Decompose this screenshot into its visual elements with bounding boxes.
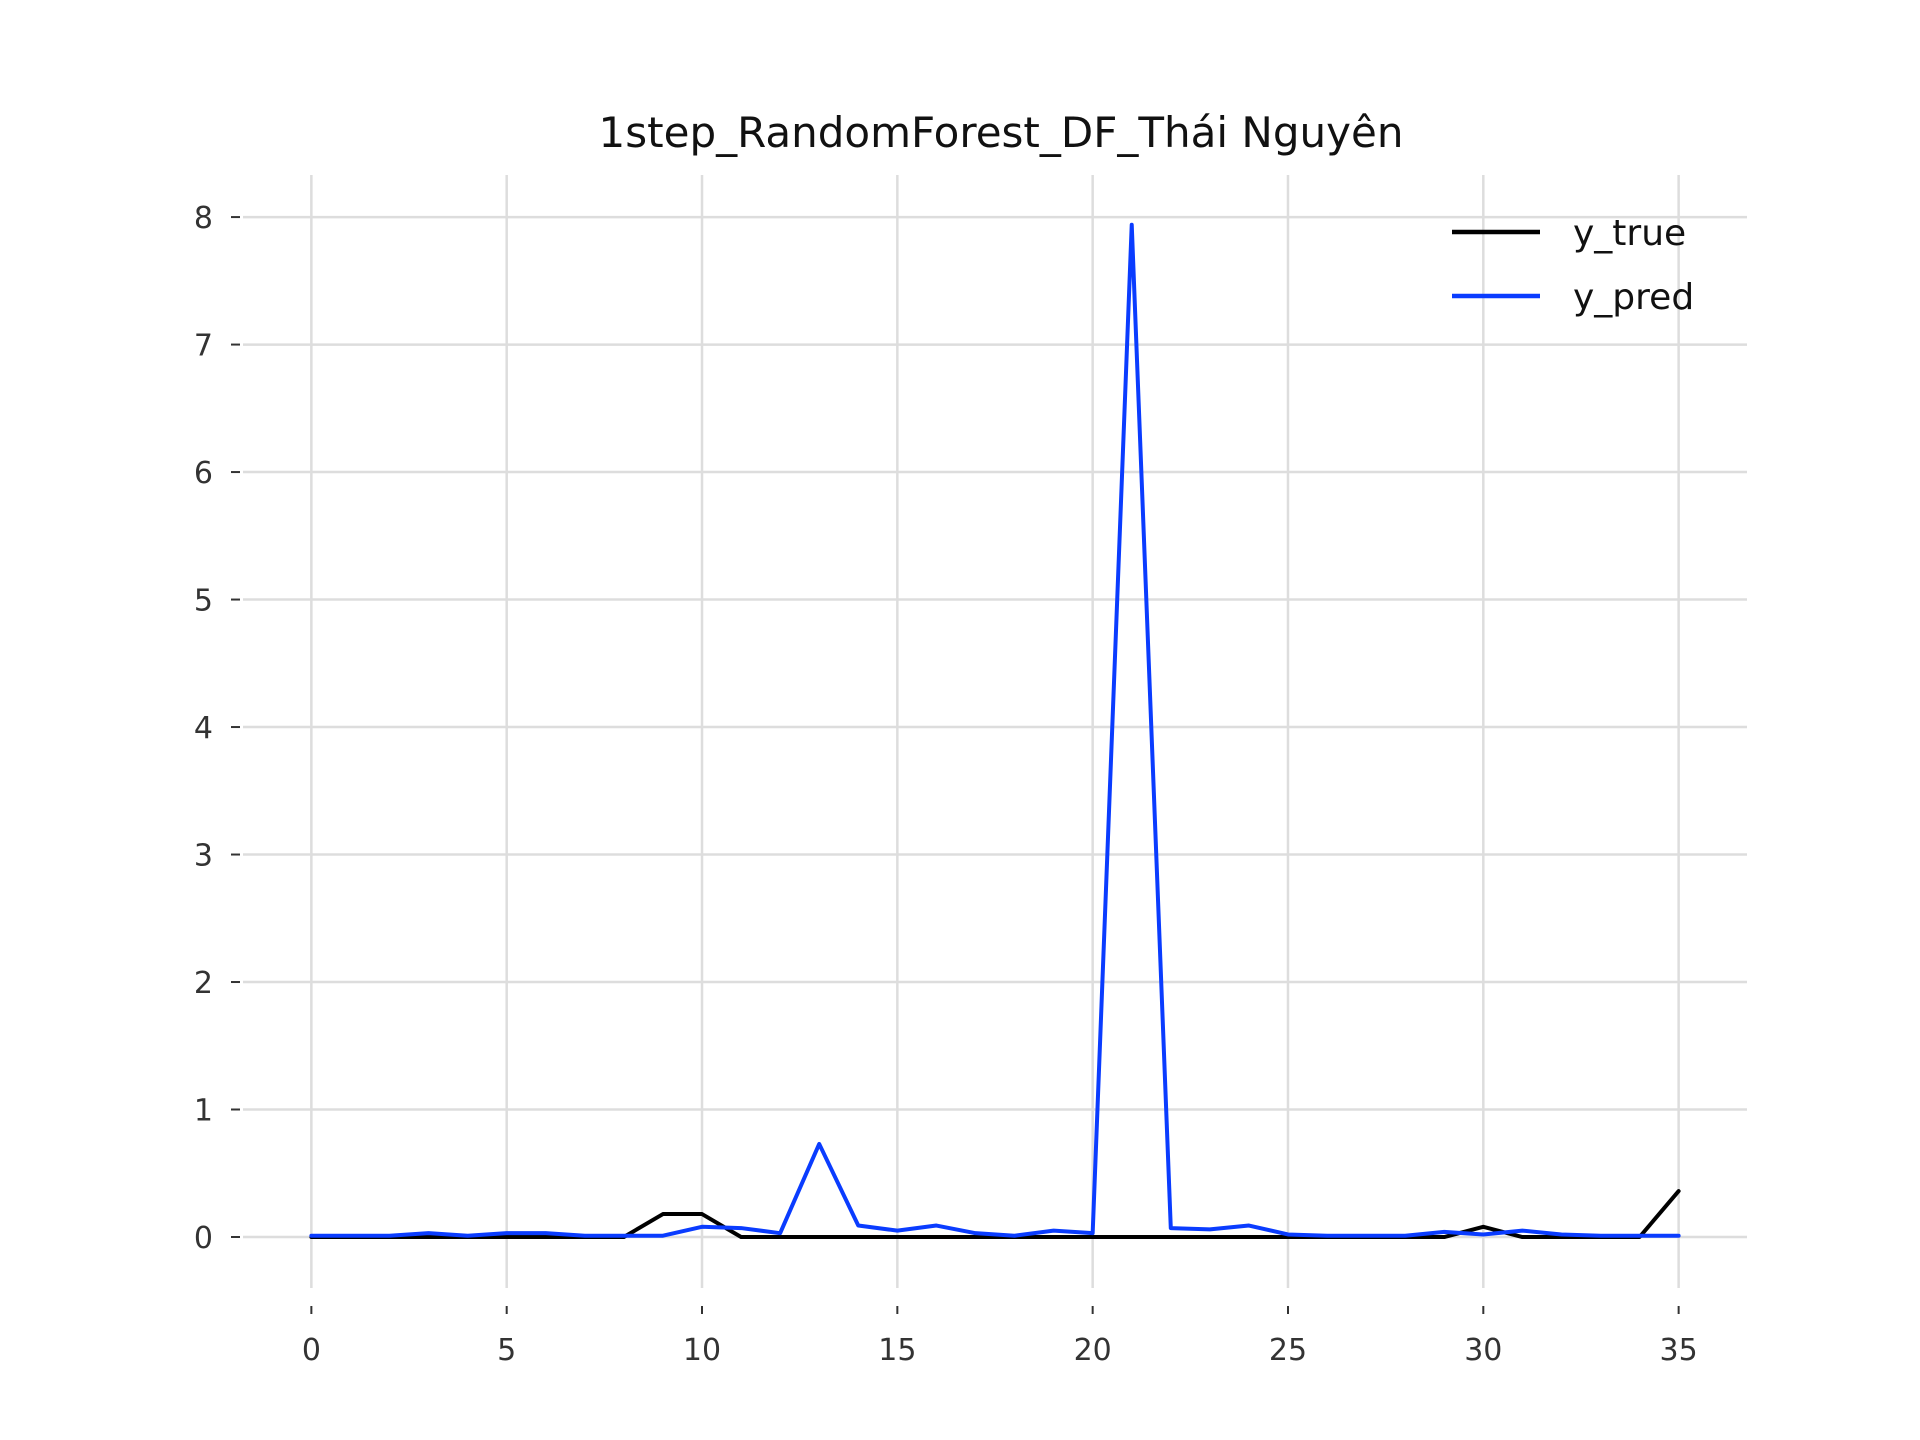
y-tick-label: 0 [194,1221,213,1256]
y-tick-label: 5 [194,584,213,619]
series-line-y-pred [309,222,1681,1238]
y-tick-label: 8 [194,201,213,236]
x-tick-label: 0 [302,1333,321,1368]
axis-ticks: 0 5 10 15 20 25 30 35 0 1 2 3 4 5 6 7 8 [194,201,1698,1368]
x-tick-label: 15 [878,1333,916,1368]
x-tick-label: 10 [683,1333,721,1368]
x-tick-label: 5 [497,1333,516,1368]
chart-title: 1step_RandomForest_DF_Thái Nguyên [599,108,1404,157]
y-tick-label: 1 [194,1094,213,1129]
x-tick-label: 25 [1269,1333,1307,1368]
y-tick-label: 4 [194,711,213,746]
legend-label: y_pred [1573,277,1694,318]
y-tick-label: 3 [194,839,213,874]
legend-label: y_true [1573,213,1686,254]
x-tick-label: 30 [1464,1333,1502,1368]
grid [243,175,1747,1288]
y-tick-label: 2 [194,966,213,1001]
series-line-y-true [309,1189,1681,1240]
y-tick-label: 7 [194,329,213,364]
series-lines [309,222,1681,1240]
x-tick-label: 20 [1074,1333,1112,1368]
x-tick-label: 35 [1660,1333,1698,1368]
legend: y_true y_pred [1452,213,1694,318]
y-tick-label: 6 [194,456,213,491]
